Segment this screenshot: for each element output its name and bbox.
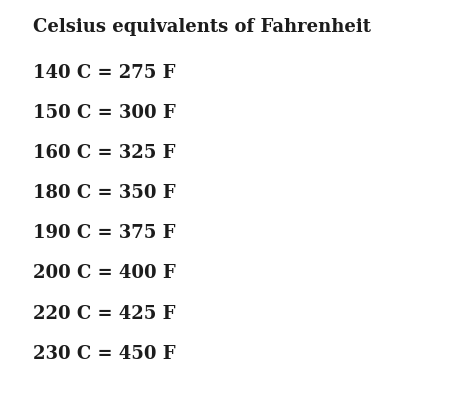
- Text: 230 C = 450 F: 230 C = 450 F: [33, 344, 176, 362]
- Text: 200 C = 400 F: 200 C = 400 F: [33, 264, 176, 282]
- Text: 220 C = 425 F: 220 C = 425 F: [33, 304, 176, 322]
- Text: Celsius equivalents of Fahrenheit: Celsius equivalents of Fahrenheit: [33, 18, 371, 36]
- Text: 150 C = 300 F: 150 C = 300 F: [33, 103, 176, 121]
- Text: 140 C = 275 F: 140 C = 275 F: [33, 63, 176, 81]
- Text: 160 C = 325 F: 160 C = 325 F: [33, 144, 176, 162]
- Text: 180 C = 350 F: 180 C = 350 F: [33, 184, 176, 202]
- Text: 190 C = 375 F: 190 C = 375 F: [33, 224, 176, 242]
